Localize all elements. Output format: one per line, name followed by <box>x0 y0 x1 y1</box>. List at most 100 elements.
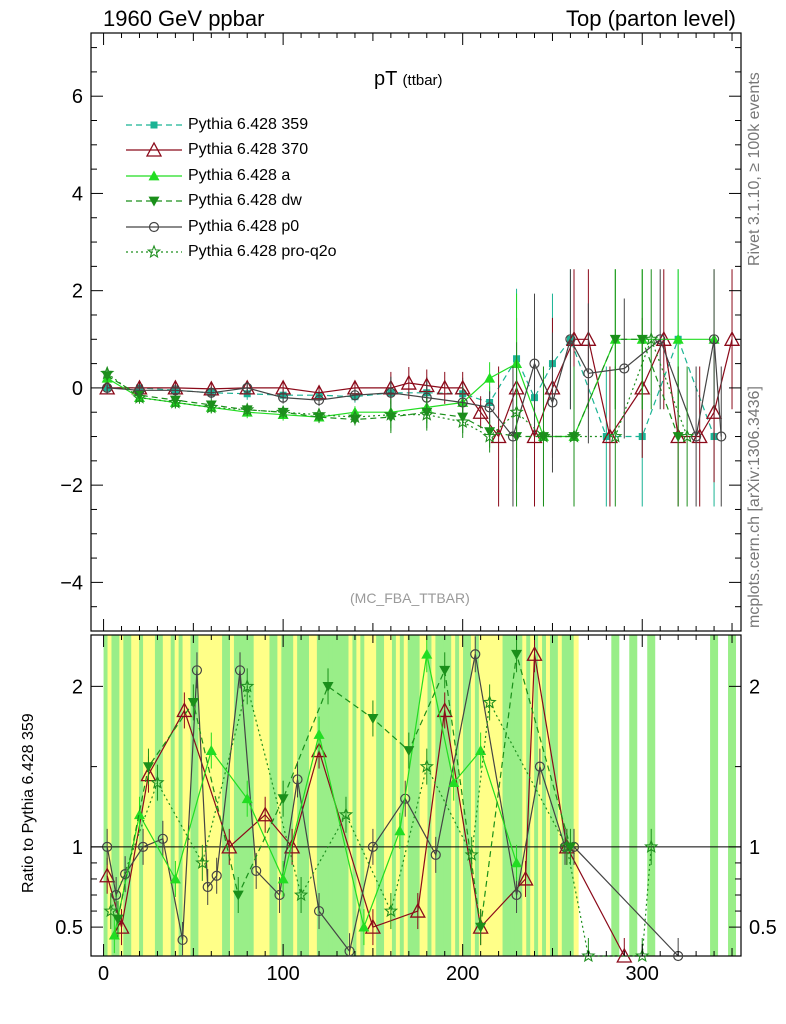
data-point <box>708 334 720 345</box>
uncertainty-band <box>470 635 476 956</box>
data-point <box>490 428 507 444</box>
y-tick-label: 4 <box>72 183 83 205</box>
uncertainty-band <box>542 635 548 956</box>
uncertainty-band <box>510 635 516 956</box>
legend-marker <box>146 244 162 259</box>
uncertainty-band <box>415 635 421 956</box>
data-point <box>275 404 291 419</box>
uncertainty-band <box>423 635 429 956</box>
uncertainty-band <box>194 635 200 956</box>
series-pq2o <box>100 269 695 507</box>
uncertainty-band <box>162 635 168 956</box>
legend-marker <box>148 221 160 232</box>
legend-entry: Pythia 6.428 359 <box>124 112 337 138</box>
series-pdw <box>112 636 576 946</box>
uncertainty-band <box>530 635 536 956</box>
y-tick-label: −4 <box>60 572 83 594</box>
uncertainty-band <box>466 635 472 956</box>
data-point <box>347 409 363 424</box>
uncertainty-band <box>647 635 656 956</box>
data-point <box>409 902 426 918</box>
legend-marker <box>150 121 158 129</box>
uncertainty-band <box>273 635 279 956</box>
data-point <box>511 649 523 660</box>
data-point <box>195 855 210 870</box>
header-right: Top (parton level) <box>566 6 736 31</box>
uncertainty-band <box>198 635 204 956</box>
uncertainty-band <box>352 635 358 956</box>
data-point <box>470 649 481 660</box>
data-point <box>679 429 695 443</box>
data-point <box>655 334 666 345</box>
data-point <box>421 648 433 659</box>
data-point <box>619 363 630 374</box>
uncertainty-band <box>411 635 417 956</box>
uncertainty-band <box>182 635 188 956</box>
data-point <box>385 387 396 398</box>
uncertainty-band <box>549 635 555 956</box>
data-point <box>484 372 496 383</box>
series-pp0 <box>102 269 727 507</box>
data-point <box>170 385 181 396</box>
data-point <box>403 746 415 757</box>
legend-swatch <box>126 170 182 181</box>
data-point <box>529 358 540 369</box>
uncertainty-band <box>249 635 255 956</box>
uncertainty-band <box>178 635 184 956</box>
data-point <box>277 873 289 884</box>
data-point <box>142 762 154 773</box>
uncertainty-band <box>395 635 401 956</box>
uncertainty-band <box>514 635 520 956</box>
data-point <box>157 833 168 844</box>
data-point <box>313 905 325 917</box>
uncertainty-band <box>206 635 212 956</box>
uncertainty-band <box>561 635 567 956</box>
legend-swatch <box>126 141 182 157</box>
uncertainty-band <box>166 635 172 956</box>
data-point <box>565 334 576 345</box>
header-left: 1960 GeV ppbar <box>103 6 265 31</box>
x-tick-label: 200 <box>446 963 479 985</box>
data-point <box>547 397 558 408</box>
uncertainty-band <box>482 635 488 956</box>
legend: Pythia 6.428 359 Pythia 6.428 370 Pythia 6… <box>124 112 337 265</box>
legend-swatch <box>126 244 182 259</box>
uncertainty-band <box>380 635 386 956</box>
data-point <box>430 849 441 860</box>
uncertainty-band <box>150 635 156 956</box>
uncertainty-band <box>103 635 109 956</box>
data-point <box>133 809 145 820</box>
y-tick-label: 0.5 <box>749 917 777 939</box>
series-line <box>106 338 679 438</box>
main-plot-border <box>90 32 742 632</box>
ratio-panel-frame <box>90 634 742 957</box>
uncertainty-band <box>237 635 243 956</box>
y-tick-label: 2 <box>72 676 83 698</box>
data-point <box>311 407 327 421</box>
uncertainty-band <box>710 635 719 956</box>
ratio-panel-series <box>99 636 684 963</box>
data-point <box>240 402 255 416</box>
data-point <box>169 873 181 884</box>
uncertainty-band <box>498 635 504 956</box>
plot-title: pT (ttbar) <box>374 68 443 91</box>
uncertainty-band <box>186 635 192 956</box>
data-point <box>517 870 534 886</box>
series-line <box>117 654 571 928</box>
uncertainty-band <box>490 635 496 956</box>
data-point <box>206 387 217 398</box>
series-line <box>106 338 715 438</box>
data-point <box>383 407 399 421</box>
legend-marker <box>145 141 163 157</box>
uncertainty-band <box>344 635 350 956</box>
data-point <box>482 428 497 443</box>
uncertainty-band <box>174 635 180 956</box>
data-point <box>436 702 453 718</box>
data-point <box>566 428 582 443</box>
uncertainty-band <box>372 635 378 956</box>
data-point <box>358 921 370 932</box>
uncertainty-band <box>494 635 500 956</box>
data-point <box>100 365 115 380</box>
data-point <box>464 847 479 861</box>
uncertainty-band <box>629 635 638 956</box>
